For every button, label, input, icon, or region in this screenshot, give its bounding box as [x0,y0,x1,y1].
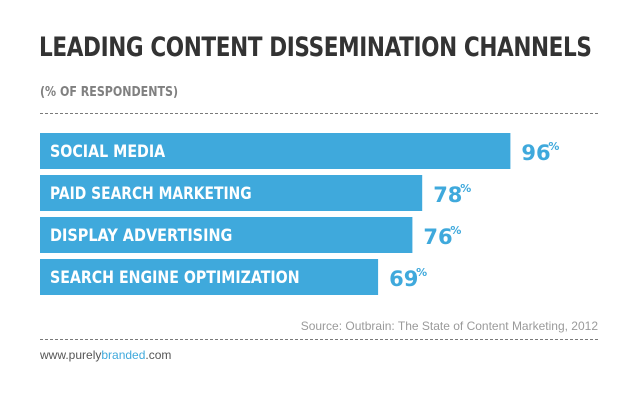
value-label: 76 [423,225,452,249]
website-part2: branded [101,348,146,362]
percent-sign: % [450,224,461,237]
bar-label: DISPLAY ADVERTISING [50,226,232,246]
percent-sign: % [548,140,559,153]
bar-search-engine-optimization [40,259,379,295]
website-prefix: www. [40,348,69,362]
bar-display-advertising [40,217,413,253]
bar-label: SEARCH ENGINE OPTIMIZATION [50,268,300,288]
chart-subtitle: (% OF RESPONDENTS) [40,85,179,100]
bar-paid-search-marketing [40,175,423,211]
value-label: 96 [521,141,550,165]
bottom-divider [40,339,598,340]
chart-title: LEADING CONTENT DISSEMINATION CHANNELS [39,32,592,63]
bar-label: PAID SEARCH MARKETING [50,184,252,204]
website-part1: purely [68,348,102,362]
bar-social-media [40,133,511,169]
top-divider [40,113,598,114]
website-suffix: .com [145,348,172,362]
percent-sign: % [460,182,471,195]
value-label: 78 [433,183,462,207]
source-note: Source: Outbrain: The State of Content M… [300,319,598,333]
website-url[interactable]: www.purelybranded.com [40,348,171,362]
value-label: 69 [389,267,418,291]
percent-sign: % [416,266,427,279]
bar-label: SOCIAL MEDIA [50,142,166,162]
